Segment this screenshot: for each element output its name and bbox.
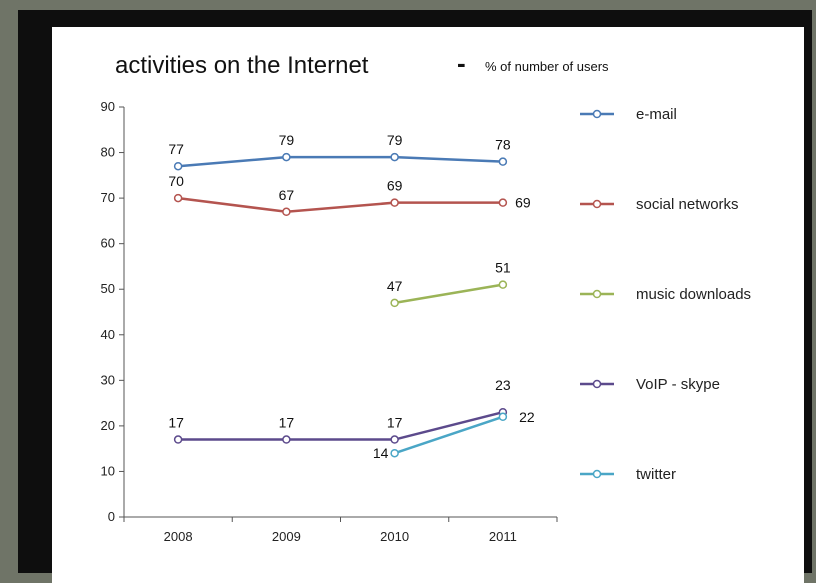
data-point bbox=[390, 435, 399, 444]
data-label: 23 bbox=[495, 377, 511, 393]
data-point bbox=[390, 448, 399, 458]
legend-swatch-marker bbox=[592, 469, 602, 479]
data-point bbox=[173, 161, 183, 171]
data-point bbox=[173, 435, 183, 444]
legend-label: VoIP - skype bbox=[636, 376, 720, 393]
data-label: 17 bbox=[168, 415, 184, 431]
data-label: 51 bbox=[495, 260, 511, 276]
series-line bbox=[394, 283, 504, 305]
legend-label: music downloads bbox=[636, 286, 751, 303]
y-tick-label: 0 bbox=[108, 509, 115, 524]
legend-swatch-marker bbox=[592, 289, 602, 299]
x-tick-label: 2010 bbox=[380, 529, 409, 544]
data-label: 78 bbox=[495, 137, 511, 153]
chart-card: activities on the Internet - % of number… bbox=[52, 27, 804, 583]
data-label: 17 bbox=[279, 415, 295, 431]
data-label: 69 bbox=[515, 195, 531, 211]
data-label: 79 bbox=[279, 132, 295, 148]
chart-legend: e-mail social networks music downloads VoIP… bbox=[580, 106, 751, 483]
x-tick-label: 2009 bbox=[272, 529, 301, 544]
chart-subtitle: % of number of users bbox=[485, 59, 609, 74]
chart-frame: activities on the Internet - % of number… bbox=[18, 10, 812, 583]
legend-label: e-mail bbox=[636, 106, 677, 123]
legend-swatch-marker bbox=[592, 109, 602, 119]
series-line bbox=[178, 411, 504, 441]
data-point bbox=[390, 198, 399, 207]
data-label: 70 bbox=[168, 173, 184, 189]
x-tick-label: 2008 bbox=[164, 529, 193, 544]
data-point bbox=[282, 435, 291, 444]
data-point bbox=[390, 298, 399, 308]
data-point bbox=[498, 412, 508, 422]
data-label: 79 bbox=[387, 132, 403, 148]
y-tick-label: 70 bbox=[101, 190, 115, 205]
data-label: 69 bbox=[387, 178, 403, 194]
y-tick-label: 60 bbox=[101, 236, 115, 251]
chart-data-labels: 77 79 79 78 70 67 69 69 47 51 17 17 17 23 14 22 bbox=[168, 132, 535, 461]
legend-swatch-marker bbox=[592, 199, 602, 209]
chart-series bbox=[173, 152, 508, 458]
legend-label: social networks bbox=[636, 196, 739, 213]
line-chart: activities on the Internet - % of number… bbox=[101, 48, 752, 544]
legend-label: twitter bbox=[636, 466, 676, 483]
data-point bbox=[282, 152, 291, 162]
y-tick-label: 90 bbox=[101, 99, 115, 114]
y-tick-label: 10 bbox=[101, 463, 115, 478]
data-point bbox=[498, 198, 508, 207]
y-tick-label: 30 bbox=[101, 372, 115, 387]
y-tick-label: 80 bbox=[101, 145, 115, 160]
data-point bbox=[282, 207, 291, 217]
y-tick-label: 50 bbox=[101, 281, 115, 296]
legend-swatch-marker bbox=[592, 379, 602, 389]
data-label: 17 bbox=[387, 415, 403, 431]
chart-title: activities on the Internet bbox=[115, 52, 369, 79]
y-tick-label: 20 bbox=[101, 418, 115, 433]
data-label: 67 bbox=[279, 187, 295, 203]
data-point bbox=[390, 152, 399, 162]
data-label: 47 bbox=[387, 278, 403, 294]
chart-axes: 0 10 20 30 40 50 60 70 80 90 2008 2009 2010 2011 bbox=[101, 99, 558, 544]
series-line bbox=[394, 415, 504, 455]
data-point bbox=[498, 157, 508, 166]
series-line bbox=[178, 155, 503, 168]
chart-title-dash: - bbox=[457, 48, 466, 78]
data-label: 77 bbox=[168, 141, 184, 157]
y-tick-label: 40 bbox=[101, 327, 115, 342]
data-point bbox=[173, 193, 183, 203]
data-point bbox=[498, 280, 508, 289]
series-line bbox=[177, 196, 503, 214]
data-label: 22 bbox=[519, 409, 535, 425]
x-tick-label: 2011 bbox=[489, 529, 517, 544]
data-label: 14 bbox=[373, 445, 389, 461]
